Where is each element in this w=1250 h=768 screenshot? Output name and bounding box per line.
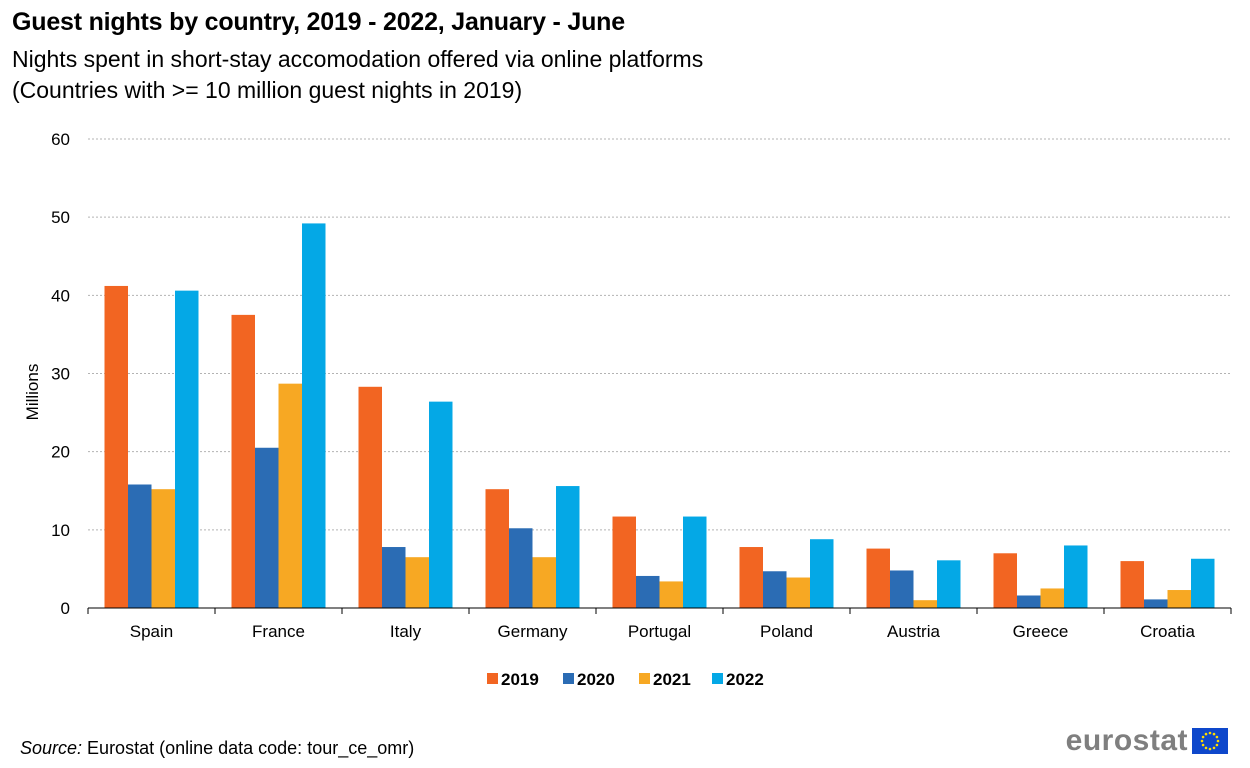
bar-2022	[810, 539, 834, 608]
bar-2021	[405, 557, 429, 608]
legend-swatch-2019	[487, 673, 498, 684]
bar-2022	[1191, 558, 1215, 608]
source-note: Source: Eurostat (online data code: tour…	[20, 738, 414, 759]
bar-2019	[866, 548, 890, 608]
bar-2019	[612, 516, 636, 608]
flag-star	[1208, 731, 1212, 735]
flag-star	[1208, 747, 1212, 751]
flag-star	[1204, 746, 1208, 750]
y-axis-label: Millions	[23, 364, 42, 421]
bar-2020	[1144, 599, 1168, 608]
x-tick-label: Poland	[760, 622, 813, 641]
bars	[104, 223, 1215, 609]
bar-2022	[175, 290, 199, 608]
legend-swatch-2020	[563, 673, 574, 684]
bar-2020	[255, 447, 279, 608]
y-tick-label: 0	[61, 599, 70, 618]
bar-2021	[151, 489, 175, 608]
flag-star	[1215, 743, 1219, 747]
x-axis	[87, 607, 1232, 614]
bar-2022	[683, 516, 707, 608]
legend-label: 2022	[726, 670, 764, 689]
bar-chart: 0 10 20 30 40 50 60 Spain France Italy Germany Por…	[23, 130, 1232, 689]
flag-star	[1200, 739, 1204, 743]
chart-subtitle-note: (Countries with >= 10 million guest nigh…	[12, 77, 523, 103]
legend-swatch-2022	[712, 673, 723, 684]
chart-title: Guest nights by country, 2019 - 2022, Ja…	[12, 8, 625, 36]
bar-2021	[913, 600, 937, 608]
flag-star	[1215, 735, 1219, 739]
bar-2019	[485, 489, 509, 608]
source-text: Eurostat (online data code: tour_ce_omr)	[82, 738, 415, 758]
bar-2022	[1064, 545, 1088, 608]
brand-text: eurostat	[1065, 724, 1188, 757]
bar-2021	[278, 383, 302, 608]
x-axis-labels: Spain France Italy Germany Portugal Poland Aus…	[130, 622, 1196, 641]
y-tick-label: 30	[51, 365, 70, 384]
x-tick-label: France	[252, 622, 305, 641]
flag-star	[1212, 732, 1216, 736]
flag-star	[1201, 735, 1205, 739]
bar-2020	[763, 571, 787, 608]
flag-star	[1212, 746, 1216, 750]
bar-2021	[659, 581, 683, 608]
bar-2021	[786, 577, 810, 608]
legend: 2019 2020 2021 2022	[487, 670, 764, 689]
flag-star	[1216, 739, 1220, 743]
source-label: Source:	[20, 738, 83, 758]
legend-swatch-2021	[639, 673, 650, 684]
bar-2019	[358, 386, 382, 608]
legend-label: 2020	[577, 670, 615, 689]
x-tick-label: Austria	[887, 622, 940, 641]
eurostat-logo: eurostat	[1066, 724, 1228, 758]
bar-2021	[532, 557, 556, 608]
y-tick-label: 10	[51, 521, 70, 540]
bar-2022	[937, 560, 961, 608]
bar-2019	[739, 547, 763, 608]
x-tick-label: Italy	[390, 622, 422, 641]
bar-2019	[104, 285, 128, 608]
bar-2021	[1040, 588, 1064, 608]
x-tick-label: Spain	[130, 622, 173, 641]
bar-2019	[1120, 561, 1144, 608]
y-tick-label: 40	[51, 286, 70, 305]
y-tick-label: 50	[51, 208, 70, 227]
legend-label: 2019	[501, 670, 539, 689]
y-tick-label: 60	[51, 130, 70, 149]
bar-2019	[993, 553, 1017, 608]
bar-2022	[302, 223, 326, 609]
x-tick-label: Greece	[1013, 622, 1069, 641]
bar-2020	[1017, 595, 1041, 608]
grid-lines	[88, 138, 1231, 531]
eu-flag-icon	[1192, 728, 1228, 754]
bar-2020	[382, 547, 406, 608]
bar-2020	[890, 570, 914, 608]
x-tick-label: Germany	[498, 622, 568, 641]
bar-2020	[128, 484, 152, 608]
bar-2019	[231, 314, 255, 608]
y-tick-label: 20	[51, 443, 70, 462]
flag-star	[1204, 732, 1208, 736]
x-tick-label: Croatia	[1140, 622, 1195, 641]
legend-label: 2021	[653, 670, 691, 689]
chart-subtitle: Nights spent in short-stay accomodation …	[12, 46, 704, 72]
bar-2020	[509, 528, 533, 608]
bar-2022	[556, 486, 580, 608]
y-axis-ticks: 0 10 20 30 40 50 60	[51, 130, 70, 618]
flag-star	[1201, 743, 1205, 747]
bar-2021	[1167, 590, 1191, 608]
x-tick-label: Portugal	[628, 622, 691, 641]
bar-2020	[636, 575, 660, 608]
bar-2022	[429, 401, 453, 608]
